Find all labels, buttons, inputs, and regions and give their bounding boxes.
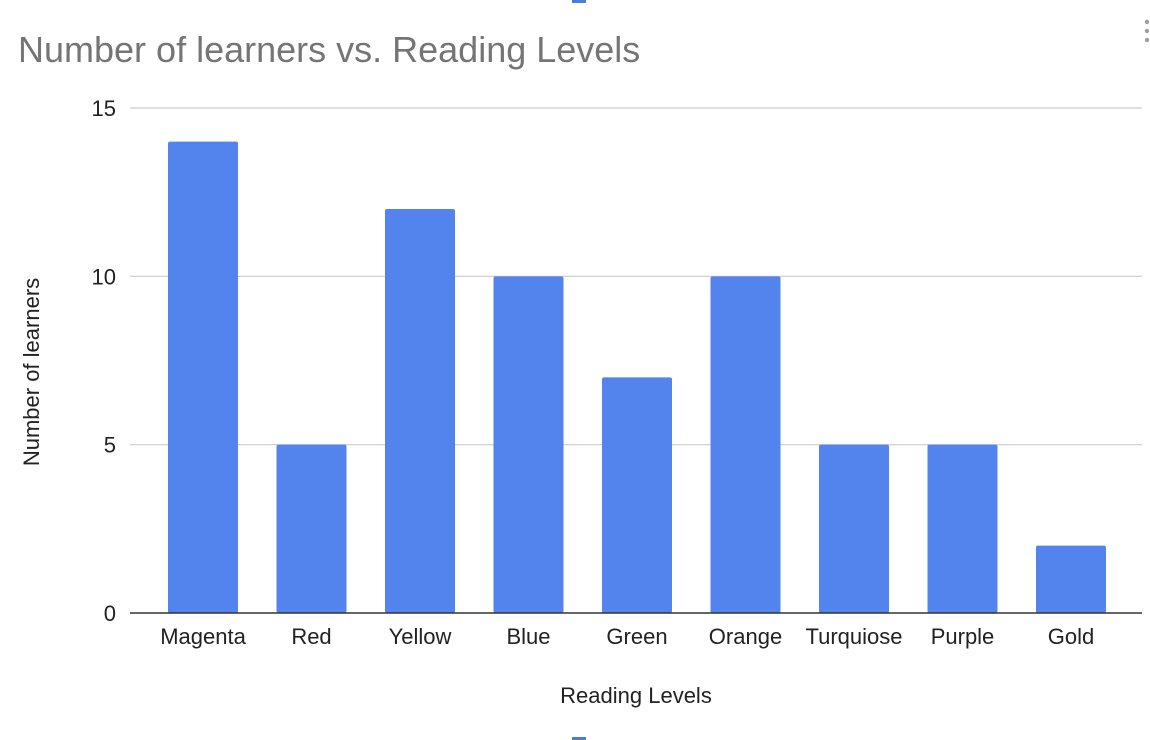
bars: [168, 141, 1106, 613]
top-edge-marker: [572, 0, 586, 3]
y-axis-ticks: 0 5 10 15: [92, 96, 116, 626]
bottom-edge-marker: [572, 737, 586, 740]
bar-magenta[interactable]: [168, 141, 238, 613]
x-tick-label: Turquiose: [805, 624, 902, 649]
y-tick-label: 15: [92, 96, 116, 121]
x-tick-label: Green: [606, 624, 667, 649]
bar-turquiose[interactable]: [819, 444, 889, 613]
y-axis-title: Number of learners: [19, 278, 44, 466]
bar-orange[interactable]: [710, 276, 781, 613]
x-tick-label: Magenta: [160, 624, 246, 649]
x-tick-label: Yellow: [389, 624, 452, 649]
x-tick-label: Blue: [506, 624, 550, 649]
bar-red[interactable]: [276, 444, 347, 613]
bar-green[interactable]: [602, 377, 672, 613]
y-tick-label: 5: [104, 433, 116, 458]
x-tick-label: Purple: [931, 624, 995, 649]
y-tick-label: 10: [92, 264, 116, 289]
bar-purple[interactable]: [927, 444, 998, 613]
x-axis-ticks: Magenta Red Yellow Blue Green Orange Turquiose…: [160, 624, 1094, 649]
x-tick-label: Red: [291, 624, 331, 649]
bar-blue[interactable]: [493, 276, 564, 613]
x-tick-label: Gold: [1048, 624, 1094, 649]
chart-title: Number of learners vs. Reading Levels: [18, 29, 640, 70]
y-tick-label: 0: [104, 601, 116, 626]
more-options-icon[interactable]: [1140, 18, 1150, 48]
x-tick-label: Orange: [709, 624, 782, 649]
bar-gold[interactable]: [1036, 545, 1106, 613]
x-axis-title: Reading Levels: [560, 683, 712, 708]
bar-yellow[interactable]: [385, 209, 455, 613]
